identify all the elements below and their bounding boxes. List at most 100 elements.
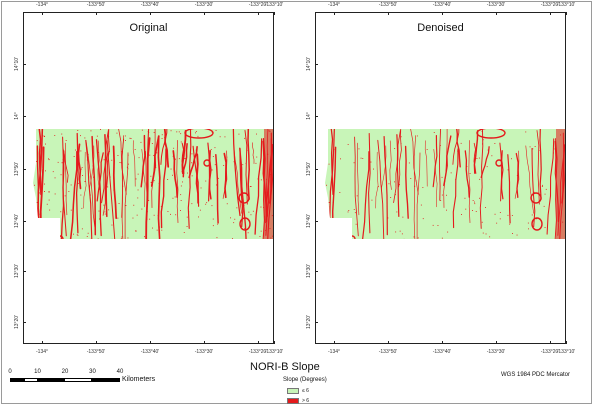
steep-speckle (48, 199, 50, 201)
steep-ridge-streak (83, 151, 87, 209)
steep-speckle (35, 161, 37, 162)
steep-speckle (437, 225, 439, 226)
steep-speckle (180, 141, 182, 143)
steep-speckle (104, 211, 106, 213)
steep-speckle (109, 176, 111, 178)
steep-speckle (150, 182, 152, 183)
seamount-rim (203, 159, 211, 167)
longitude-label: -133°20' (540, 2, 560, 8)
steep-speckle (49, 209, 51, 211)
steep-speckle (36, 140, 38, 142)
steep-speckle (544, 227, 546, 228)
longitude-label: -133°40' (432, 2, 452, 8)
steep-speckle (426, 149, 428, 150)
steep-speckle (216, 184, 217, 186)
legend-swatch-icon (287, 387, 299, 394)
steep-speckle (403, 238, 405, 239)
steep-speckle (216, 237, 218, 239)
graticule-tick (496, 341, 497, 344)
steep-speckle (129, 137, 131, 139)
steep-speckle (86, 236, 88, 237)
steep-speckle (232, 238, 233, 239)
longitude-label: -133°40' (140, 2, 160, 8)
steep-speckle (108, 209, 110, 211)
scale-tick-label: 0 (8, 369, 12, 375)
seamount-rim (239, 217, 251, 231)
steep-speckle (340, 158, 341, 160)
steep-speckle (533, 191, 535, 193)
slope-raster-original (33, 129, 273, 239)
steep-speckle (206, 202, 208, 204)
steep-speckle (61, 162, 63, 164)
steep-ridge-streak (96, 152, 104, 202)
steep-speckle (122, 185, 124, 187)
scale-tick-label: 20 (61, 369, 69, 375)
graticule-tick (315, 116, 318, 117)
steep-speckle (479, 197, 480, 199)
steep-speckle (127, 168, 129, 170)
steep-ridge-streak (536, 130, 540, 205)
steep-speckle (401, 233, 403, 235)
steep-speckle (353, 162, 355, 164)
steep-speckle (107, 186, 109, 188)
steep-speckle (474, 203, 476, 205)
steep-speckle (48, 158, 49, 160)
steep-speckle (111, 238, 113, 239)
steep-ridge-streak (515, 152, 519, 198)
steep-speckle (54, 177, 56, 179)
steep-speckle (117, 217, 119, 219)
steep-speckle (233, 222, 235, 224)
latitude-label: 13°30' (14, 263, 20, 279)
steep-speckle (151, 143, 153, 144)
steep-speckle (499, 218, 501, 220)
steep-speckle (38, 213, 40, 215)
graticule-tick (315, 64, 318, 65)
steep-speckle (400, 136, 402, 138)
steep-speckle (507, 214, 509, 216)
longitude-label: -133°20' (248, 2, 268, 8)
steep-ridge-streak (187, 129, 192, 229)
graticule-tick (23, 116, 26, 117)
steep-speckle (416, 135, 418, 137)
steep-speckle (446, 209, 447, 211)
steep-speckle (211, 169, 213, 171)
steep-speckle (417, 237, 419, 239)
steep-speckle (539, 150, 541, 151)
steep-speckle (326, 184, 327, 186)
steep-speckle (545, 188, 547, 190)
steep-ridge-streak (468, 140, 471, 224)
steep-speckle (236, 207, 238, 209)
steep-ridge-streak (398, 129, 402, 188)
graticule-tick (150, 12, 151, 15)
steep-ridge-streak (244, 130, 248, 205)
steep-speckle (371, 199, 373, 201)
steep-speckle (134, 149, 136, 150)
steep-ridge-streak (69, 150, 78, 239)
steep-speckle (355, 223, 357, 225)
steep-speckle (81, 207, 83, 209)
seamount-rim (530, 192, 542, 204)
steep-speckle (135, 230, 137, 232)
steep-speckle (167, 211, 169, 212)
steep-speckle (178, 131, 180, 133)
steep-speckle (40, 191, 42, 193)
steep-speckle (98, 210, 100, 212)
legend-label-steep: > 6 (302, 397, 310, 404)
steep-speckle (109, 151, 110, 152)
longitude-label: -134° (327, 349, 341, 355)
steep-speckle (178, 158, 180, 160)
steep-speckle (475, 211, 477, 212)
graticule-tick (258, 12, 259, 15)
steep-speckle (195, 132, 196, 134)
steep-speckle (172, 174, 173, 176)
steep-speckle (127, 154, 129, 156)
steep-speckle (219, 136, 221, 138)
steep-speckle (482, 143, 483, 145)
steep-speckle (195, 131, 197, 132)
steep-speckle (73, 233, 74, 235)
graticule-tick (566, 341, 567, 344)
steep-speckle (440, 200, 442, 201)
steep-speckle (256, 133, 257, 135)
steep-speckle (153, 155, 155, 156)
steep-speckle (164, 137, 166, 139)
